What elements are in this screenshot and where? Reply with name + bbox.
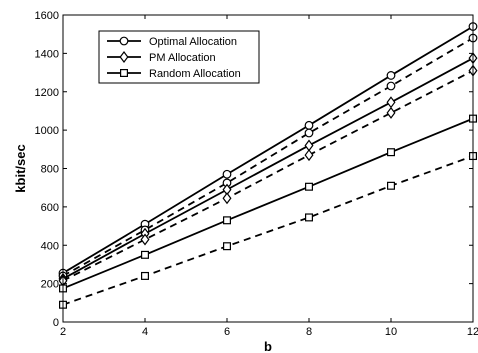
series-line <box>62 37 474 277</box>
legend-marker-circle <box>119 36 129 46</box>
x-axis-label: b <box>264 339 272 353</box>
y-tick-label: 800 <box>41 164 59 176</box>
data-point-square <box>141 271 150 280</box>
data-point-circle <box>304 128 314 138</box>
series-layer <box>58 22 478 309</box>
data-point-circle <box>304 120 314 130</box>
data-point-square <box>387 181 396 190</box>
data-point-diamond <box>386 106 396 119</box>
legend-marker-diamond <box>119 51 129 63</box>
series-line <box>62 57 474 280</box>
data-point-circle <box>386 71 396 80</box>
x-tick-label: 12 <box>467 326 478 338</box>
x-tick-label: 8 <box>306 326 312 338</box>
y-tick-label: 1000 <box>35 125 59 137</box>
data-point-diamond <box>304 139 314 152</box>
y-axis-label: kbit/sec <box>13 144 28 192</box>
y-tick-label: 0 <box>53 317 59 329</box>
data-point-circle <box>222 169 232 179</box>
data-point-square <box>305 213 314 222</box>
legend-entry: Optimal Allocation <box>107 36 237 48</box>
data-point-square <box>223 216 232 225</box>
legend-entry: Random Allocation <box>107 68 241 80</box>
series-line <box>62 69 474 282</box>
y-tick-label: 1400 <box>35 48 59 60</box>
series-diamond-solid <box>58 52 478 285</box>
series-line <box>62 155 474 306</box>
data-point-diamond <box>140 233 150 246</box>
legend-label: PM Allocation <box>149 52 216 64</box>
data-point-diamond <box>222 192 232 205</box>
legend-marker-square <box>119 68 128 77</box>
legend-label: Optimal Allocation <box>149 36 237 48</box>
data-point-circle <box>386 81 396 91</box>
y-tick-label: 200 <box>41 279 59 291</box>
data-point-square <box>305 182 314 191</box>
data-point-square <box>387 148 396 157</box>
x-tick-label: 10 <box>385 326 397 338</box>
series-square-solid <box>58 114 478 293</box>
data-point-diamond <box>304 149 314 162</box>
series-line <box>62 117 474 290</box>
y-tick-label: 1200 <box>35 87 59 99</box>
data-point-square <box>223 242 232 251</box>
legend-label: Random Allocation <box>149 68 241 80</box>
y-tick-label: 1600 <box>35 10 59 22</box>
legend-entry: PM Allocation <box>107 51 216 64</box>
axis-ticks: 2 4 6 8 10 12 0 200 400 600 800 1000 1200 1400 1600 <box>35 10 478 338</box>
legend: Optimal Allocation PM Allocation Random Al… <box>98 30 260 84</box>
y-tick-label: 400 <box>41 240 59 252</box>
data-point-diamond <box>386 96 396 109</box>
y-tick-label: 600 <box>41 202 59 214</box>
x-tick-label: 6 <box>224 326 230 338</box>
x-tick-label: 2 <box>60 326 66 338</box>
series-diamond-dashed <box>58 64 478 287</box>
series-line <box>62 25 474 274</box>
data-point-square <box>141 250 150 259</box>
x-tick-label: 4 <box>142 326 148 338</box>
